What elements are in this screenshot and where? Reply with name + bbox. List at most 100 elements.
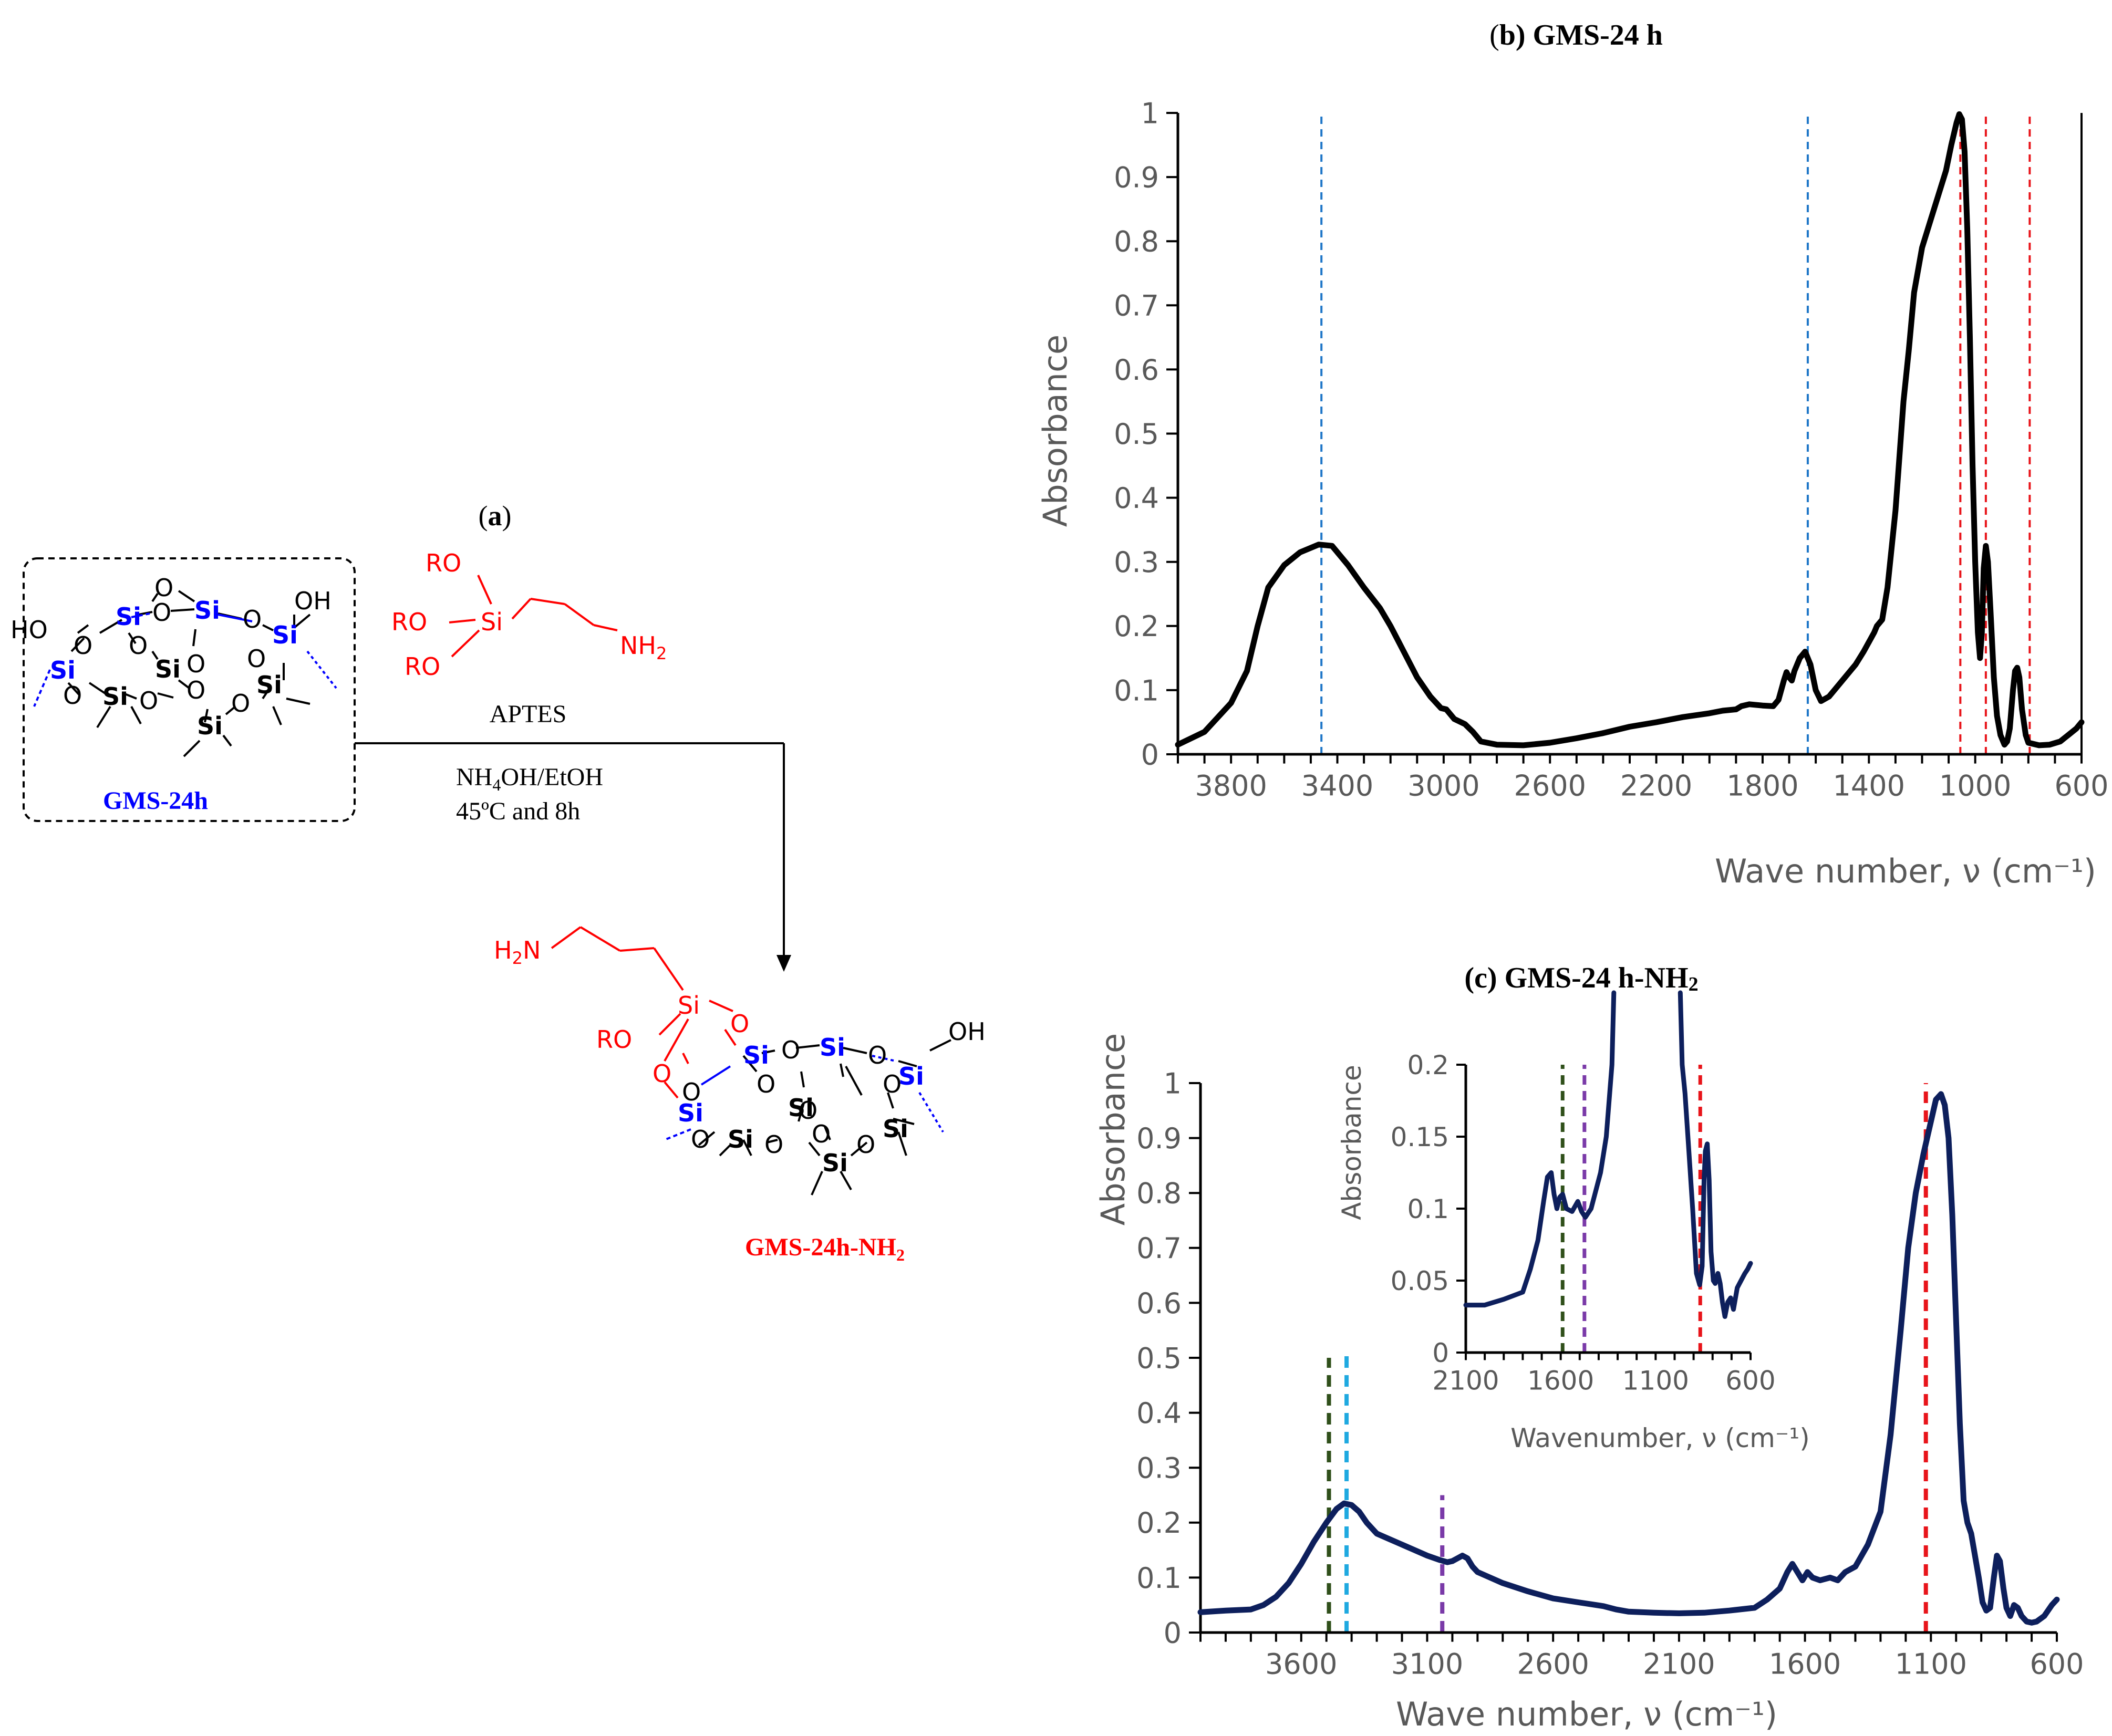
x-tick-label: 1600 [1769, 1648, 1841, 1681]
x-tick-label: 2100 [1643, 1648, 1715, 1681]
spectrum-line [1463, 990, 1617, 1308]
spectrum-line [1175, 111, 2085, 749]
atom-o: O [154, 574, 173, 602]
x-tick-label: 600 [1725, 1366, 1775, 1396]
atom-o: O [187, 676, 205, 704]
atom-ro: RO [426, 549, 461, 577]
panel-a-label: (a) [479, 500, 512, 532]
y-tick-label: 0.9 [1114, 161, 1159, 194]
atom-si: Si [102, 682, 128, 711]
product-label: GMS-24h-NH2 [745, 1233, 905, 1264]
chart-b-ylabel: Absorbance [1036, 335, 1074, 527]
atom-o: O [63, 681, 82, 710]
x-tick-label: 1000 [1939, 770, 2011, 803]
chart-b: (b) GMS-24 h 0 0.1 0.2 0.3 0.4 0.5 0.6 0.7 0.8 0.… [1036, 19, 2109, 890]
y-tick-label: 0.3 [1136, 1452, 1182, 1485]
atom-si-blue: Si [743, 1041, 769, 1069]
x-tick-label: 1600 [1527, 1366, 1594, 1396]
atom-o-red: O [653, 1059, 671, 1088]
reaction-arrow [355, 742, 791, 972]
x-tick-label: 3800 [1195, 770, 1267, 803]
x-tick-label: 1100 [1622, 1366, 1689, 1396]
gms-24h-structure: O OH HO Si O Si O Si O Si O Si O O O Si … [11, 574, 337, 757]
chart-c: (c) GMS-24 h-NH2 0 0.1 0.2 0.3 0.4 0.5 0.6 0.7 0… [1094, 962, 2084, 1733]
y-tick-label: 0.2 [1407, 1050, 1449, 1080]
atom-o: O [868, 1041, 887, 1069]
atom-si: Si [883, 1115, 908, 1143]
atom-o: O [691, 1125, 710, 1153]
y-tick-label: 0.7 [1114, 289, 1159, 323]
product-structure: H2N Si O RO O OH Si O Si O Si O O O O Si… [494, 926, 986, 1196]
x-tick-label: 1400 [1833, 770, 1905, 803]
y-tick-label: 0.5 [1114, 418, 1159, 451]
chart-c-xlabel: Wave number, ν (cm⁻¹) [1396, 1695, 1777, 1733]
atom-si-red: Si [678, 991, 700, 1020]
x-tick-label: 3600 [1265, 1648, 1337, 1681]
y-tick-label: 0.4 [1136, 1397, 1182, 1430]
spectrum-line [1678, 990, 1753, 1319]
y-tick-label: 0.5 [1136, 1342, 1182, 1375]
y-tick-label: 0.1 [1114, 674, 1159, 707]
atom-si-blue: Si [116, 602, 141, 631]
y-tick-label: 1 [1164, 1067, 1182, 1100]
atom-si-blue: Si [678, 1099, 703, 1127]
atom-o: O [152, 598, 171, 627]
y-tick-label: 1 [1141, 97, 1159, 130]
chart-c-inset: 0 0.05 0.1 0.15 0.2 2100 1600 1100 600 Absorbanc… [1337, 990, 1810, 1453]
y-tick-label: 0.6 [1114, 354, 1159, 387]
chart-c-ylabel: Absorbance [1094, 1033, 1132, 1225]
x-tick-label: 600 [2054, 770, 2108, 803]
reagent-label: APTES [490, 700, 567, 728]
x-tick-label: 3400 [1301, 770, 1373, 803]
y-tick-label: 0 [1164, 1616, 1182, 1649]
atom-h2n: H2N [494, 936, 541, 968]
x-tick-label: 1100 [1895, 1648, 1967, 1681]
y-tick-label: 0 [1141, 738, 1159, 771]
y-tick-label: 0.2 [1136, 1506, 1182, 1540]
atom-si: Si [256, 671, 282, 699]
atom-nh2: NH2 [620, 631, 667, 663]
chart-c-title: (c) GMS-24 h-NH2 [1464, 962, 1698, 995]
y-tick-label: 0.4 [1114, 482, 1159, 515]
atom-o: O [74, 631, 92, 660]
atom-o-red: O [730, 1010, 749, 1038]
atom-ho: HO [11, 616, 48, 644]
chart-c-reference-lines [1327, 1083, 1928, 1633]
chart-b-series [1175, 111, 2085, 749]
atom-o: O [757, 1070, 775, 1098]
atom-o: O [139, 687, 158, 715]
atom-o: O [883, 1070, 902, 1098]
inset-ylabel: Absorbance [1337, 1065, 1367, 1220]
atom-ro: RO [391, 608, 427, 636]
x-tick-label: 2600 [1514, 770, 1586, 803]
atom-si-blue: Si [820, 1033, 845, 1062]
atom-si-blue: Si [50, 656, 76, 684]
y-tick-label: 0.8 [1136, 1177, 1182, 1210]
atom-si-blue: Si [898, 1062, 924, 1090]
y-tick-label: 0.1 [1407, 1194, 1449, 1224]
atom-ro: RO [405, 652, 440, 681]
y-tick-label: 0.7 [1136, 1232, 1182, 1265]
chart-c-axes: 0 0.1 0.2 0.3 0.4 0.5 0.6 0.7 0.8 0.9 1 3600 3100 260… [1136, 1067, 2084, 1680]
y-tick-label: 0.6 [1136, 1287, 1182, 1320]
atom-o: O [243, 605, 262, 633]
atom-o: O [682, 1078, 701, 1106]
atom-o: O [764, 1130, 783, 1159]
inset-reference-lines [1560, 1065, 1702, 1353]
start-material-box [23, 557, 356, 822]
x-tick-label: 2600 [1517, 1648, 1589, 1681]
chart-b-xlabel: Wave number, ν (cm⁻¹) [1715, 852, 2096, 890]
y-tick-label: 0.3 [1114, 546, 1159, 579]
y-tick-label: 0.9 [1136, 1122, 1182, 1155]
atom-oh: OH [948, 1017, 986, 1046]
scheme-panel-a: (a) [11, 500, 986, 1264]
atom-si: Si [197, 712, 223, 740]
spectrum-line [1197, 1091, 2060, 1626]
start-material-label: GMS-24h [103, 787, 208, 815]
atom-si: Si [155, 655, 181, 683]
y-tick-label: 0.1 [1136, 1562, 1182, 1595]
atom-oh: OH [294, 587, 332, 615]
conditions-temperature: 45ºC and 8h [456, 797, 580, 825]
atom-o: O [187, 650, 205, 678]
